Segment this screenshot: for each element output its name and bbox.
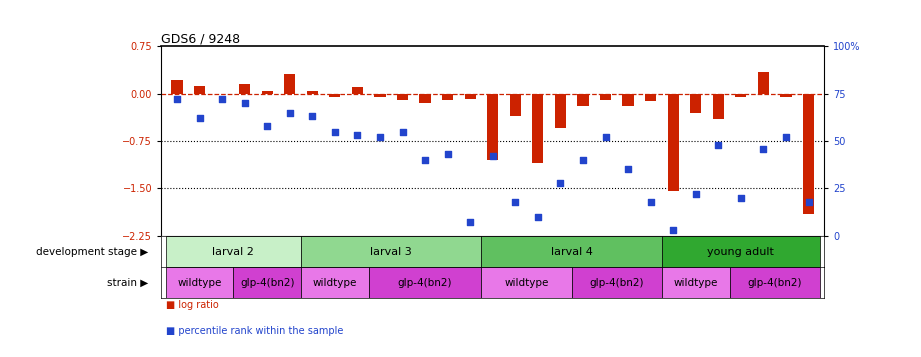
- Point: [350, 132, 365, 138]
- Bar: [374, 94, 386, 97]
- Text: wildtype: wildtype: [312, 277, 357, 288]
- Point: [688, 191, 703, 197]
- Point: [778, 134, 793, 140]
- Bar: [329, 94, 341, 97]
- Point: [621, 166, 635, 172]
- Point: [215, 96, 229, 102]
- Bar: [166, 267, 233, 298]
- Point: [507, 199, 522, 205]
- Point: [440, 151, 455, 157]
- Point: [395, 129, 410, 134]
- Bar: [729, 267, 820, 298]
- Bar: [690, 94, 702, 112]
- Text: wildtype: wildtype: [673, 277, 717, 288]
- Bar: [233, 267, 301, 298]
- Point: [711, 142, 726, 148]
- Bar: [577, 94, 589, 106]
- Bar: [194, 86, 205, 94]
- Point: [598, 134, 612, 140]
- Bar: [713, 94, 724, 119]
- Point: [260, 123, 274, 129]
- Text: GDS6 / 9248: GDS6 / 9248: [161, 32, 240, 45]
- Point: [485, 153, 500, 159]
- Text: larval 4: larval 4: [551, 246, 592, 257]
- Text: glp-4(bn2): glp-4(bn2): [589, 277, 644, 288]
- Bar: [572, 267, 662, 298]
- Bar: [397, 94, 408, 100]
- Text: larval 2: larval 2: [213, 246, 254, 257]
- Bar: [419, 94, 431, 103]
- Text: young adult: young adult: [707, 246, 775, 257]
- Point: [530, 214, 545, 220]
- Point: [418, 157, 433, 163]
- Bar: [623, 94, 634, 106]
- Bar: [284, 74, 296, 94]
- Point: [666, 227, 681, 233]
- Point: [733, 195, 748, 201]
- Bar: [662, 267, 729, 298]
- Bar: [166, 236, 301, 267]
- Text: strain ▶: strain ▶: [107, 277, 148, 288]
- Bar: [482, 267, 572, 298]
- Bar: [803, 94, 814, 213]
- Bar: [301, 236, 482, 267]
- Text: glp-4(bn2): glp-4(bn2): [240, 277, 295, 288]
- Bar: [780, 94, 791, 97]
- Bar: [554, 94, 566, 129]
- Bar: [442, 94, 453, 100]
- Text: wildtype: wildtype: [178, 277, 222, 288]
- Bar: [307, 91, 318, 94]
- Point: [643, 199, 658, 205]
- Text: development stage ▶: development stage ▶: [36, 246, 148, 257]
- Text: glp-4(bn2): glp-4(bn2): [748, 277, 802, 288]
- Point: [373, 134, 388, 140]
- Bar: [509, 94, 521, 116]
- Bar: [735, 94, 747, 97]
- Bar: [482, 236, 662, 267]
- Bar: [262, 91, 273, 94]
- Bar: [532, 94, 543, 163]
- Text: wildtype: wildtype: [505, 277, 549, 288]
- Point: [283, 110, 297, 115]
- Bar: [301, 267, 368, 298]
- Point: [553, 180, 567, 186]
- Text: ■ log ratio: ■ log ratio: [166, 300, 218, 310]
- Bar: [662, 236, 820, 267]
- Point: [305, 114, 320, 119]
- Point: [801, 199, 816, 205]
- Point: [192, 115, 207, 121]
- Bar: [368, 267, 482, 298]
- Point: [756, 146, 771, 151]
- Bar: [668, 94, 679, 191]
- Point: [328, 129, 343, 134]
- Bar: [487, 94, 498, 160]
- Bar: [758, 72, 769, 94]
- Point: [463, 220, 478, 225]
- Bar: [600, 94, 612, 100]
- Bar: [171, 80, 182, 94]
- Bar: [464, 94, 476, 99]
- Point: [169, 96, 184, 102]
- Text: larval 3: larval 3: [370, 246, 412, 257]
- Bar: [352, 87, 363, 94]
- Text: glp-4(bn2): glp-4(bn2): [398, 277, 452, 288]
- Bar: [645, 94, 657, 101]
- Text: ■ percentile rank within the sample: ■ percentile rank within the sample: [166, 326, 344, 336]
- Point: [238, 100, 252, 106]
- Point: [576, 157, 590, 163]
- Bar: [239, 84, 251, 94]
